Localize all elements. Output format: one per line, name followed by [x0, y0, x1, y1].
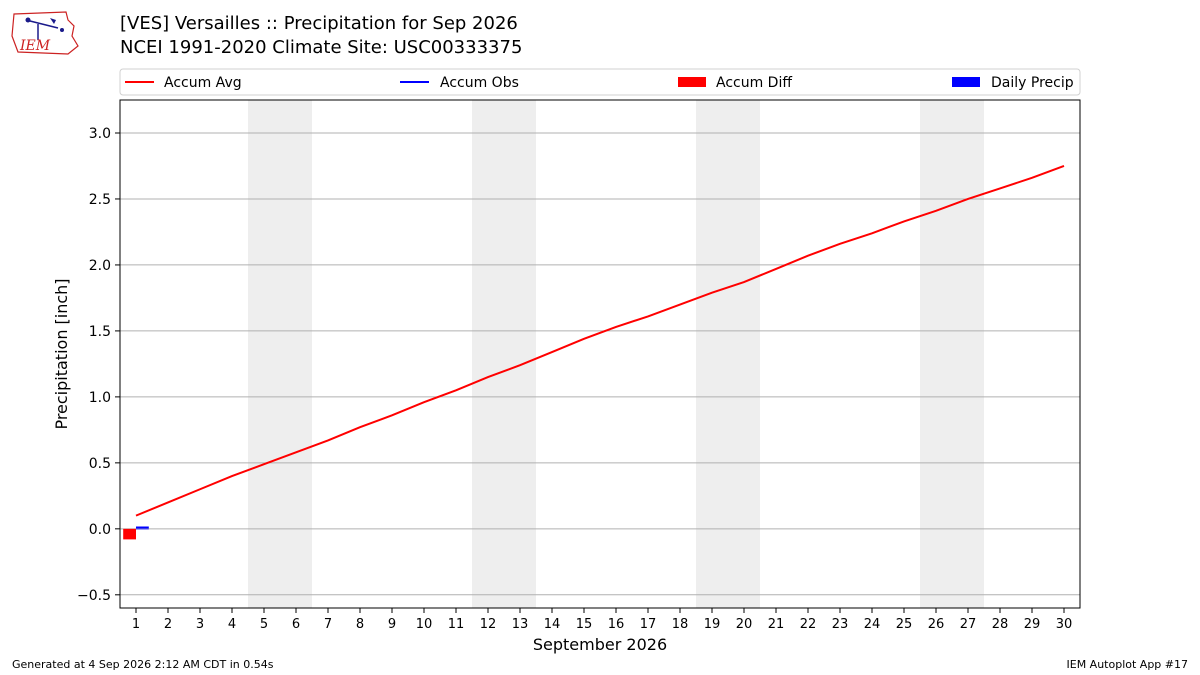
x-tick-label: 17	[640, 617, 657, 632]
y-tick-label: 0.0	[89, 522, 111, 538]
x-tick-label: 14	[544, 617, 561, 632]
x-tick-label: 4	[228, 617, 236, 632]
app-credit: IEM Autoplot App #17	[1066, 658, 1189, 671]
daily-precip-bar	[136, 528, 149, 530]
x-tick-label: 30	[1056, 617, 1073, 632]
y-tick-label: 2.0	[89, 258, 111, 274]
chart-subtitle: NCEI 1991-2020 Climate Site: USC00333375	[120, 37, 523, 58]
x-tick-label: 25	[896, 617, 913, 632]
legend-label: Accum Obs	[440, 75, 519, 91]
x-tick-label: 28	[992, 617, 1009, 632]
y-tick-label: 0.5	[89, 456, 111, 472]
legend-label: Accum Avg	[164, 75, 242, 91]
x-tick-label: 23	[832, 617, 849, 632]
x-tick-label: 24	[864, 617, 881, 632]
y-tick-label: 3.0	[89, 126, 111, 142]
generated-timestamp: Generated at 4 Sep 2026 2:12 AM CDT in 0…	[12, 658, 274, 671]
x-tick-label: 2	[164, 617, 172, 632]
x-tick-label: 19	[704, 617, 721, 632]
chart-title: [VES] Versailles :: Precipitation for Se…	[120, 13, 518, 34]
accum-avg-line	[135, 165, 1065, 517]
x-tick-label: 10	[416, 617, 433, 632]
legend-swatch	[952, 77, 980, 87]
x-tick-label: 13	[512, 617, 529, 632]
legend-swatch	[678, 77, 706, 87]
x-axis-label: September 2026	[533, 635, 667, 654]
weekend-shade	[920, 100, 984, 608]
x-tick-label: 15	[576, 617, 593, 632]
x-tick-label: 21	[768, 617, 785, 632]
x-tick-label: 5	[260, 617, 268, 632]
x-tick-label: 3	[196, 617, 204, 632]
x-tick-label: 18	[672, 617, 689, 632]
accum-diff-bar	[123, 528, 136, 540]
y-tick-label: 2.5	[89, 192, 111, 208]
legend-box	[119, 68, 1081, 96]
x-tick-label: 8	[356, 617, 364, 632]
y-tick-label: 1.5	[89, 324, 111, 340]
x-tick-label: 29	[1024, 617, 1041, 632]
svg-text:IEM: IEM	[19, 38, 51, 54]
y-axis-label: Precipitation [inch]	[52, 278, 71, 429]
x-tick-label: 9	[388, 617, 396, 632]
x-tick-label: 6	[292, 617, 300, 632]
y-tick-label: −0.5	[77, 588, 111, 604]
x-tick-label: 27	[960, 617, 977, 632]
x-tick-label: 7	[324, 617, 332, 632]
weekend-shade	[696, 100, 760, 608]
x-tick-label: 20	[736, 617, 753, 632]
iem-logo: IEM	[8, 6, 80, 58]
legend-label: Accum Diff	[716, 75, 792, 91]
weekend-shade	[472, 100, 536, 608]
weekend-shade	[248, 100, 312, 608]
y-tick-label: 1.0	[89, 390, 111, 406]
x-tick-label: 12	[480, 617, 497, 632]
legend-label: Daily Precip	[991, 75, 1074, 91]
x-tick-label: 22	[800, 617, 817, 632]
x-tick-label: 26	[928, 617, 945, 632]
x-tick-label: 16	[608, 617, 625, 632]
x-tick-label: 1	[132, 617, 140, 632]
x-tick-label: 11	[448, 617, 465, 632]
plot-frame	[119, 99, 1081, 609]
